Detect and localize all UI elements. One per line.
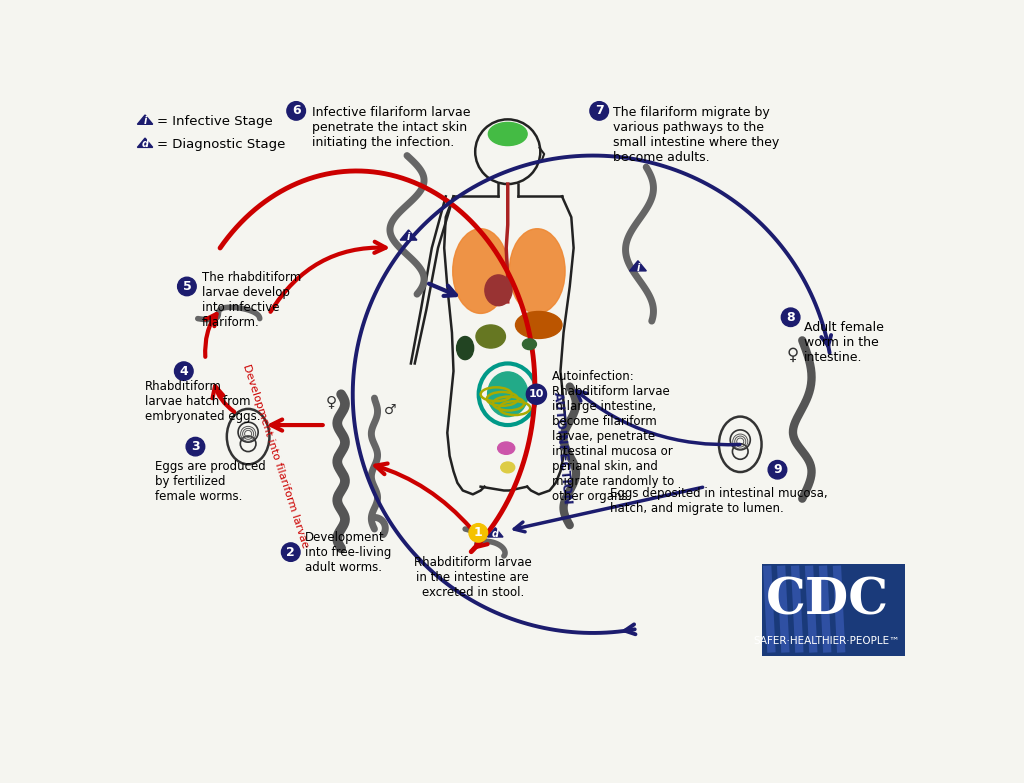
Text: 1: 1 [474,526,482,539]
Ellipse shape [509,229,565,313]
Text: 5: 5 [182,280,191,293]
Ellipse shape [498,442,515,454]
Ellipse shape [476,325,506,348]
Polygon shape [487,528,503,537]
Text: Rhabditiform larvae
in the intestine are
excreted in stool.: Rhabditiform larvae in the intestine are… [414,556,531,599]
Text: i: i [636,262,640,272]
Circle shape [177,277,197,296]
Circle shape [282,543,300,561]
Text: Development
into free-living
adult worms.: Development into free-living adult worms… [305,532,391,575]
Polygon shape [630,261,646,271]
Circle shape [590,102,608,120]
Text: 2: 2 [287,546,295,558]
Ellipse shape [487,372,528,417]
Ellipse shape [501,462,515,473]
Circle shape [469,524,487,542]
Text: CDC: CDC [766,576,889,625]
Text: 4: 4 [179,365,188,377]
Polygon shape [137,138,153,147]
Text: i: i [407,232,411,242]
Text: 9: 9 [773,464,781,476]
Text: 8: 8 [786,311,795,323]
Text: ♀: ♀ [786,345,799,363]
Text: = Infective Stage: = Infective Stage [158,115,273,128]
Text: AUTOINFECTION: AUTOINFECTION [551,391,573,505]
FancyBboxPatch shape [762,564,905,656]
Polygon shape [137,115,153,124]
Text: 3: 3 [191,440,200,453]
Text: 7: 7 [595,104,603,117]
Text: 6: 6 [292,104,300,117]
Text: i: i [143,117,146,126]
Text: Adult female
worm in the
intestine.: Adult female worm in the intestine. [804,321,884,364]
Ellipse shape [485,275,512,305]
Text: SAFER·HEALTHIER·PEOPLE™: SAFER·HEALTHIER·PEOPLE™ [754,636,900,646]
Circle shape [174,362,194,381]
Text: Development into filariform larvae: Development into filariform larvae [241,363,310,549]
Circle shape [186,438,205,456]
Circle shape [768,460,786,479]
Ellipse shape [457,337,474,359]
Text: = Diagnostic Stage: = Diagnostic Stage [158,139,286,151]
Ellipse shape [453,229,509,313]
Text: d: d [141,139,148,150]
Text: ♂: ♂ [384,402,396,417]
Text: Eggs are produced
by fertilized
female worms.: Eggs are produced by fertilized female w… [155,460,266,503]
Ellipse shape [515,312,562,338]
Text: Infective filariform larvae
penetrate the intact skin
initiating the infection.: Infective filariform larvae penetrate th… [311,106,470,149]
Text: d: d [492,529,499,539]
Circle shape [781,308,800,327]
Circle shape [287,102,305,120]
Ellipse shape [522,339,537,349]
Circle shape [526,384,547,404]
Text: Rhabditiform
larvae hatch from
embryonated eggs.: Rhabditiform larvae hatch from embryonat… [145,381,260,424]
Text: ♀: ♀ [326,394,337,409]
Text: 10: 10 [528,389,544,399]
Ellipse shape [488,122,527,146]
Text: Eggs deposited in intestinal mucosa,
hatch, and migrate to lumen.: Eggs deposited in intestinal mucosa, hat… [610,487,827,514]
Text: The rhabditiform
larvae develop
into infective
filariform.: The rhabditiform larvae develop into inf… [202,271,301,329]
Text: Autoinfection:
Rhabditiform larvae
in large intestine,
become filariform
larvae,: Autoinfection: Rhabditiform larvae in la… [552,370,674,503]
Text: The filariform migrate by
various pathways to the
small intestine where they
bec: The filariform migrate by various pathwa… [613,106,779,164]
Polygon shape [400,230,417,240]
